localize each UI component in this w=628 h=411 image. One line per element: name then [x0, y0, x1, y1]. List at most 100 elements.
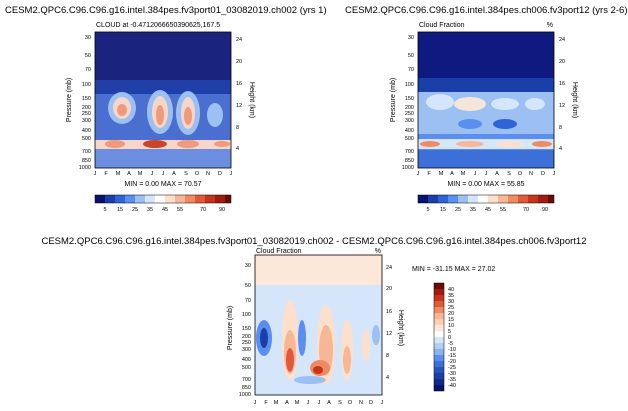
panel1-ztick-20: 20 — [236, 59, 242, 65]
cb2-box-2 — [438, 195, 448, 203]
panel1-ytick-500: 500 — [82, 136, 91, 142]
panel3-ytick-150: 150 — [242, 326, 251, 332]
panel2-ztick-8: 8 — [559, 125, 562, 131]
panel2-ztick-16: 16 — [559, 81, 565, 87]
panel1-ytick-250: 250 — [82, 111, 91, 117]
panel1-ztick-12: 12 — [236, 103, 242, 109]
panel3-ztick-4: 4 — [386, 375, 389, 381]
panel1-title: CESM2.QPC6.C96.C96.g16.intel.384pes.fv3p… — [5, 5, 327, 16]
panel3-ytick-70: 70 — [245, 298, 251, 304]
panel3: Cloud Fraction % 30 50 70 — [227, 248, 495, 406]
panel2-ylabel: Pressure (mb) — [390, 78, 397, 122]
panel3-ytick-50: 50 — [245, 283, 251, 289]
cb1-box-12 — [215, 195, 225, 203]
panel1-ztick-8: 8 — [236, 125, 239, 131]
panel1-ytick-200: 200 — [82, 105, 91, 111]
panel1-ytick-850: 850 — [82, 158, 91, 164]
panel3-ztick-20: 20 — [386, 286, 392, 292]
cb1-box-6 — [155, 195, 165, 203]
panel2-ytick-70: 70 — [408, 67, 414, 73]
panel2-ztick-12: 12 — [559, 103, 565, 109]
panel1-xtick-8: S — [184, 171, 188, 177]
cb3-box-12 — [434, 355, 444, 361]
panel2-ytick-250: 250 — [405, 111, 414, 117]
cb1-box-0 — [95, 195, 105, 203]
cb3-box-6 — [434, 319, 444, 325]
panel2-ytick-30: 30 — [408, 35, 414, 41]
panel2-xtick-7: A — [495, 171, 499, 177]
panel1-xtick-0: J — [94, 171, 97, 177]
panel3-xtick-5: J — [307, 400, 310, 406]
panel2-xtick-8: S — [507, 171, 511, 177]
cb2-box-11 — [528, 195, 538, 203]
cb3-box-0 — [434, 283, 444, 289]
panel2-ytick-700: 700 — [405, 149, 414, 155]
panel1-ytick-70: 70 — [85, 67, 91, 73]
cb2-label-55: 55 — [500, 207, 506, 213]
panel2-colorbar: 5 15 25 35 45 55 70 90 — [417, 194, 555, 213]
cb3-label-m35: -35 — [448, 377, 456, 383]
panel1-xtick-11: D — [218, 171, 222, 177]
cb3-box-3 — [434, 301, 444, 307]
cb3-label-m20: -20 — [448, 359, 456, 365]
cb2-box-1 — [428, 195, 438, 203]
cb3-box-13 — [434, 361, 444, 367]
cb2-label-45: 45 — [485, 207, 491, 213]
panel1-ytick-700: 700 — [82, 149, 91, 155]
panel2-xtick-11: D — [541, 171, 545, 177]
cb2-box-12 — [538, 195, 548, 203]
panel3-xtick-4: M — [295, 400, 300, 406]
cb3-label-m40: -40 — [448, 383, 456, 389]
cb1-box-13 — [225, 195, 231, 203]
panel3-minmax: MIN = -31.15 MAX = 27.02 — [412, 266, 495, 273]
panel3-ytick-30: 30 — [245, 263, 251, 269]
panel1-ylabel-right: Height (km) — [248, 82, 255, 118]
cb1-box-2 — [115, 195, 125, 203]
panel3-xtick-1: F — [264, 400, 268, 406]
cb2-label-35: 35 — [470, 207, 476, 213]
cb3-label-20: 20 — [448, 311, 454, 317]
panel3-ytick-200: 200 — [242, 334, 251, 340]
panel3-ylabel: Pressure (mb) — [227, 306, 234, 350]
panel1-ytick-100: 100 — [82, 82, 91, 88]
cb1-box-8 — [175, 195, 185, 203]
panel3-ytick-500: 500 — [242, 365, 251, 371]
panel2-xtick-3: A — [450, 171, 454, 177]
cb2-box-5 — [468, 195, 478, 203]
panel3-xtick-12: J — [381, 400, 384, 406]
cb2-box-8 — [498, 195, 508, 203]
cb1-box-10 — [195, 195, 205, 203]
panel3-ylabel-right: Height (km) — [397, 310, 404, 346]
cb3-box-4 — [434, 307, 444, 313]
panel3-ytick-400: 400 — [242, 357, 251, 363]
panel2-xtick-9: O — [518, 171, 523, 177]
panel3-xtick-6: J — [318, 400, 321, 406]
cb3-label-m5: -5 — [448, 341, 453, 347]
panel2-left-label: Cloud Fraction — [419, 22, 465, 29]
panel3-ytick-250: 250 — [242, 340, 251, 346]
panel1-colorbar: 5 15 25 35 45 55 70 90 — [94, 194, 232, 213]
cb1-box-1 — [105, 195, 115, 203]
panel2-xtick-6: J — [485, 171, 488, 177]
panel3-xtick-2: M — [274, 400, 279, 406]
panel1-field — [95, 32, 231, 168]
panel1-ytick-400: 400 — [82, 128, 91, 134]
panel1-ztick-4: 4 — [236, 146, 239, 152]
panel2-ytick-1000: 1000 — [402, 165, 414, 171]
panel3-ytick-700: 700 — [242, 377, 251, 383]
cb1-label-25: 25 — [132, 207, 138, 213]
panel2-minmax: MIN = 0.00 MAX = 55.85 — [447, 181, 524, 188]
cb3-label-40: 40 — [448, 287, 454, 293]
cb3-label-30: 30 — [448, 299, 454, 305]
cb3-box-10 — [434, 343, 444, 349]
panel1: CLOUD at -0.4712066650390625,167.5 — [66, 22, 255, 213]
panel3-colorbar: 40 35 30 25 20 15 10 5 0 -5 -10 -15 -20 … — [433, 282, 456, 392]
panel2-ylabel-right: Height (km) — [571, 82, 578, 118]
panel2-ytick-50: 50 — [408, 53, 414, 59]
panel3-xtick-8: S — [338, 400, 342, 406]
cb1-box-7 — [165, 195, 175, 203]
panel1-left-label: CLOUD at -0.4712066650390625,167.5 — [96, 22, 220, 29]
cb1-box-5 — [145, 195, 155, 203]
panel1-ytick-150: 150 — [82, 96, 91, 102]
